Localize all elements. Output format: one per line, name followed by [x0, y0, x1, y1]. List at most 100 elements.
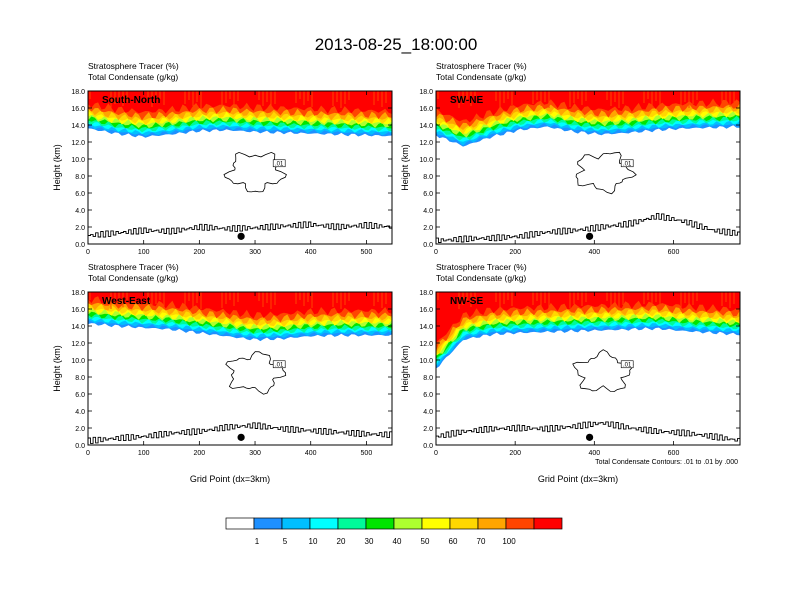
y-tick-label: 4.0: [75, 208, 85, 215]
y-tick-label: 12.0: [71, 341, 85, 348]
colorbar-swatch: [337, 517, 367, 530]
x-tick-label: 200: [194, 249, 206, 256]
panel-south-north: Stratosphere Tracer (%)Total Condensate …: [52, 61, 393, 256]
y-tick-label: 18.0: [71, 290, 85, 297]
x-tick-label: 600: [668, 249, 680, 256]
colorbar-swatch: [309, 517, 339, 530]
colorbar-label: 10: [309, 537, 318, 546]
y-tick-label: 8.0: [75, 375, 85, 382]
terrain-line: [436, 421, 740, 443]
y-tick-label: 10.0: [71, 157, 85, 164]
y-tick-label: 2.0: [75, 426, 85, 433]
terrain-line: [436, 212, 740, 243]
panel-name: NW-SE: [450, 296, 483, 307]
y-tick-label: 8.0: [423, 174, 433, 181]
x-tick-label: 200: [509, 450, 521, 457]
x-tick-label: 200: [509, 249, 521, 256]
x-tick-label: 0: [434, 450, 438, 457]
tracer-field: [436, 91, 740, 147]
y-tick-label: 8.0: [75, 174, 85, 181]
contour-label: .01: [275, 161, 284, 167]
y-tick-label: 10.0: [71, 358, 85, 365]
y-axis-label: Height (km): [400, 345, 410, 392]
x-tick-label: 600: [668, 450, 680, 457]
panel-title-line: Stratosphere Tracer (%): [88, 262, 179, 272]
x-tick-label: 0: [86, 450, 90, 457]
y-tick-label: 12.0: [71, 140, 85, 147]
panel-title-line: Stratosphere Tracer (%): [88, 61, 179, 71]
x-tick-label: 500: [361, 249, 373, 256]
y-tick-label: 4.0: [75, 409, 85, 416]
y-tick-label: 14.0: [71, 324, 85, 331]
y-tick-label: 12.0: [419, 341, 433, 348]
y-tick-label: 6.0: [75, 191, 85, 198]
tracer-field: [436, 292, 740, 369]
y-tick-label: 6.0: [423, 392, 433, 399]
contour-label-box: [620, 159, 634, 168]
y-tick-label: 6.0: [75, 392, 85, 399]
contour-label-box: [272, 360, 286, 369]
y-tick-label: 12.0: [419, 140, 433, 147]
location-marker: [585, 433, 594, 441]
x-tick-label: 400: [305, 249, 317, 256]
panel-sw-ne: Stratosphere Tracer (%)Total Condensate …: [400, 61, 741, 256]
x-tick-label: 0: [86, 249, 90, 256]
colorbar-label: 5: [283, 537, 288, 546]
colorbar: 1 5 10 20 30 40 50 60 70 100: [225, 517, 563, 546]
panel-nw-se: Stratosphere Tracer (%)Total Condensate …: [400, 262, 741, 484]
panel-title-line: Stratosphere Tracer (%): [436, 61, 527, 71]
condensate-contour: [575, 151, 637, 195]
x-tick-label: 0: [434, 249, 438, 256]
y-tick-label: 18.0: [419, 89, 433, 96]
y-tick-label: 10.0: [419, 358, 433, 365]
panel-title-line: Total Condensate (g/kg): [88, 72, 178, 82]
colorbar-label: 30: [365, 537, 374, 546]
terrain-line: [88, 221, 392, 238]
panel-title-line: Total Condensate (g/kg): [436, 72, 526, 82]
x-tick-label: 200: [194, 450, 206, 457]
x-tick-label: 500: [361, 450, 373, 457]
panel-name: West-East: [102, 296, 151, 307]
contour-label-box: [620, 360, 634, 369]
panel-name: SW-NE: [450, 95, 483, 106]
y-tick-label: 4.0: [423, 409, 433, 416]
contour-label-box: [272, 159, 286, 168]
y-tick-label: 16.0: [419, 307, 433, 314]
colorbar-label: 40: [393, 537, 402, 546]
plot-frame: [435, 291, 741, 446]
colorbar-swatch: [505, 517, 535, 530]
y-tick-label: 0.0: [75, 443, 85, 450]
tracer-field: [88, 91, 392, 138]
y-axis-label: Height (km): [52, 144, 62, 191]
y-axis-label: Height (km): [52, 345, 62, 392]
y-tick-label: 2.0: [423, 225, 433, 232]
colorbar-swatch: [253, 517, 283, 530]
y-tick-label: 2.0: [75, 225, 85, 232]
contour-label: .01: [623, 362, 632, 368]
location-marker: [237, 433, 245, 441]
x-tick-label: 400: [305, 450, 317, 457]
colorbar-swatch: [281, 517, 311, 530]
y-tick-label: 18.0: [71, 89, 85, 96]
y-tick-label: 14.0: [71, 123, 85, 130]
x-tick-label: 100: [138, 249, 150, 256]
colorbar-label: 70: [477, 537, 486, 546]
condensate-contour: [572, 349, 634, 392]
colorbar-label: 60: [449, 537, 458, 546]
colorbar-swatch: [365, 517, 395, 530]
figure-title: 2013-08-25_18:00:00: [315, 35, 478, 54]
x-axis-label: Grid Point (dx=3km): [190, 474, 270, 484]
panel-name: South-North: [102, 95, 160, 106]
y-tick-label: 4.0: [423, 208, 433, 215]
y-tick-label: 0.0: [75, 242, 85, 249]
contour-label: .01: [623, 161, 632, 167]
y-tick-label: 2.0: [423, 426, 433, 433]
y-tick-label: 14.0: [419, 324, 433, 331]
plot-frame: [87, 90, 393, 245]
colorbar-label: 1: [255, 537, 260, 546]
y-tick-label: 16.0: [71, 307, 85, 314]
plot-frame: [87, 291, 393, 446]
colorbar-swatch: [393, 517, 423, 530]
y-tick-label: 16.0: [419, 106, 433, 113]
plot-frame: [435, 90, 741, 245]
